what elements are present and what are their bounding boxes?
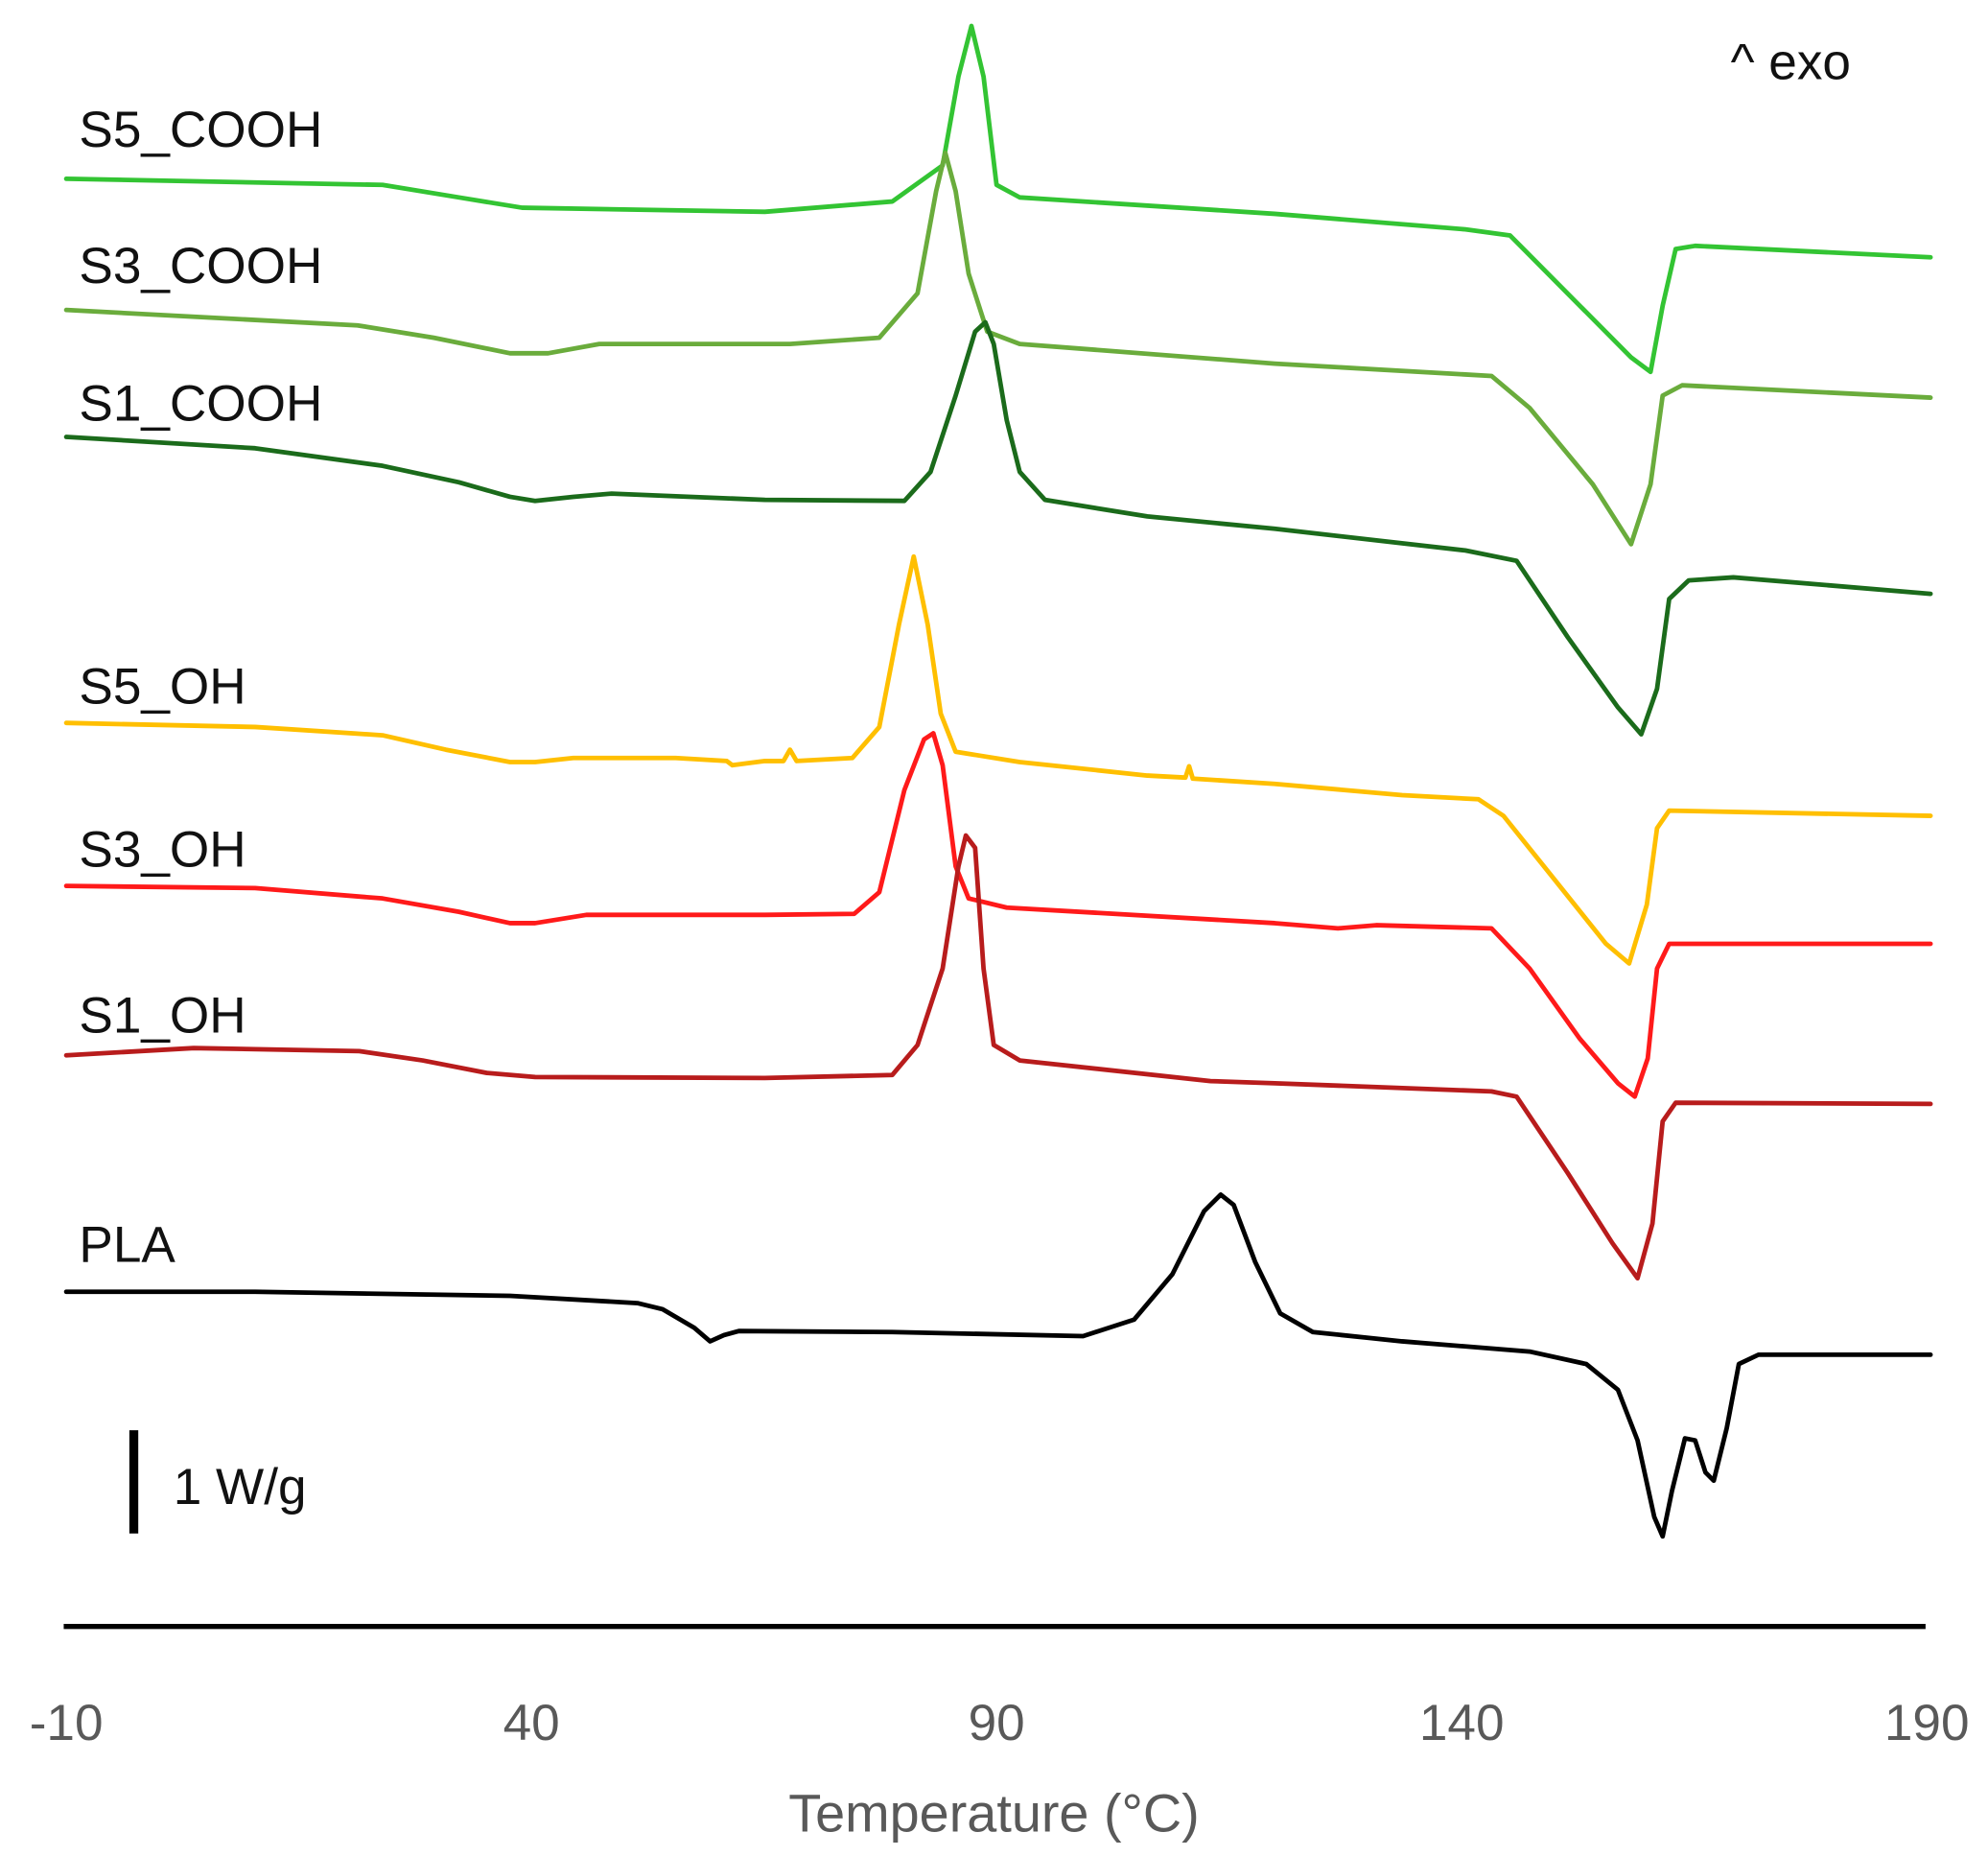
series-label-s1-cooh: S1_COOH <box>79 376 322 433</box>
series-label-s3-oh: S3_OH <box>79 822 246 879</box>
x-tick-labels: -10 40 90 140 190 <box>30 1695 1970 1751</box>
series-label-pla: PLA <box>79 1217 175 1274</box>
curve-s5-cooh <box>63 23 1933 375</box>
curve-s1-oh <box>63 833 1933 1281</box>
curve-s3-cooh <box>63 151 1933 547</box>
series-label-s3-cooh: S3_COOH <box>79 238 322 294</box>
x-tick-label: -10 <box>30 1695 104 1751</box>
curve-s5-oh <box>63 553 1933 966</box>
curve-s3-oh <box>63 731 1933 1099</box>
x-tick-label: 40 <box>503 1695 560 1751</box>
series-label-s5-cooh: S5_COOH <box>79 102 322 158</box>
scale-bar-label: 1 W/g <box>174 1459 307 1515</box>
series-label-s5-oh: S5_OH <box>79 659 246 716</box>
x-tick-label: 90 <box>969 1695 1025 1751</box>
exo-annotation: ^ exo <box>1731 34 1851 90</box>
series-label-s1-oh: S1_OH <box>79 987 246 1044</box>
x-axis-title: Temperature (°C) <box>788 1783 1200 1844</box>
curves-layer <box>63 23 1933 1539</box>
x-tick-label: 140 <box>1419 1695 1505 1751</box>
series-labels: S5_COOH S3_COOH S1_COOH S5_OH S3_OH S1_OH PLA <box>79 102 322 1274</box>
curve-pla <box>63 1192 1933 1539</box>
x-tick-label: 190 <box>1884 1695 1970 1751</box>
curve-s1-cooh <box>63 319 1933 737</box>
